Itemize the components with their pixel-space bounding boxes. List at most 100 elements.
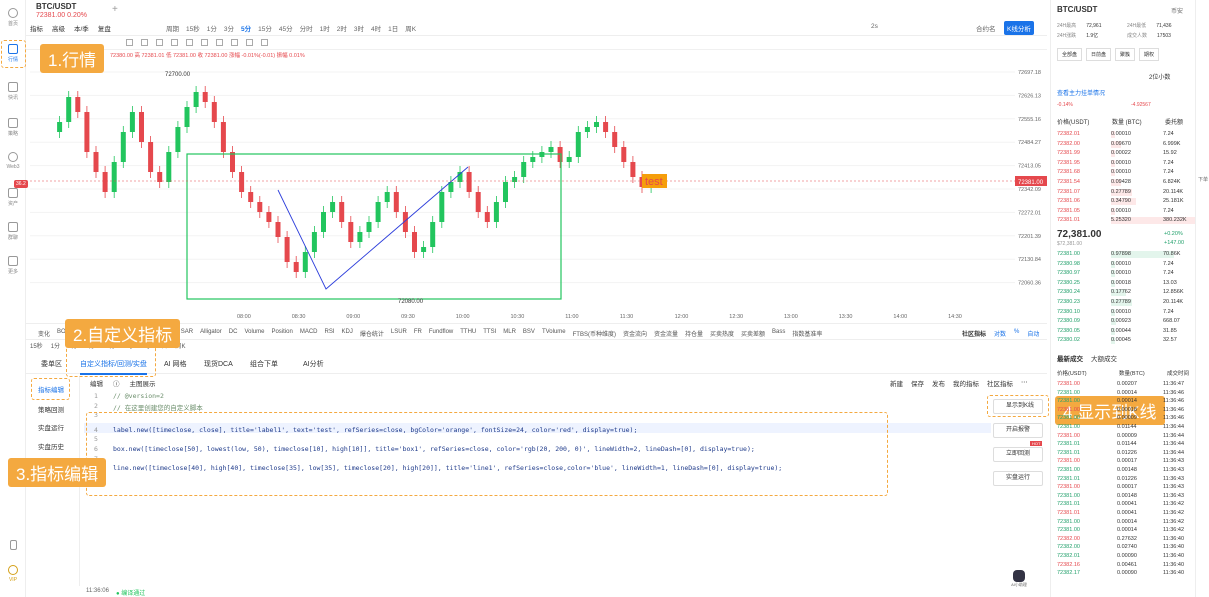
indicator-item[interactable]: 资金流量 (653, 332, 678, 338)
indicator-item[interactable]: FTBS(币种维度) (572, 332, 616, 338)
vip-entry[interactable]: VIP (0, 565, 26, 583)
order-entry[interactable]: 下单 (1198, 177, 1209, 183)
order-row[interactable]: 72380.98 0.00010 7.24 (1057, 260, 1174, 268)
measure-tool-icon[interactable] (201, 39, 208, 46)
main-orders-toggle[interactable]: 查看主力挂单情况 (1057, 91, 1106, 97)
code-editor[interactable]: 1 // @version=2 2 // 在这里创建您的自定义脚本 3 4 label.ne… (80, 388, 1047, 586)
period-15s[interactable]: 15秒 (186, 26, 200, 33)
enable-alert-button[interactable]: 开启报警 (993, 423, 1043, 438)
save-button[interactable]: 保存 (911, 381, 924, 388)
btn-all[interactable]: 全部盘 (1057, 48, 1083, 61)
indicator-item[interactable]: 买卖热度 (710, 332, 735, 338)
action-replay[interactable]: 复盘 (97, 26, 111, 33)
indicator-item[interactable]: Position (271, 329, 293, 335)
fib-tool-icon[interactable] (171, 39, 178, 46)
order-row[interactable]: 72380.10 0.00010 7.24 (1057, 308, 1174, 316)
indicator-item[interactable]: 持仓量 (685, 332, 704, 338)
indicator-item[interactable]: 指数基准率 (792, 332, 823, 338)
nav-chat[interactable]: 群聊 (0, 222, 26, 241)
main-display[interactable]: 主图展示 (129, 381, 156, 388)
order-row[interactable]: 72381.68 0.00010 7.24 (1057, 169, 1174, 177)
period-1m[interactable]: 1分 (206, 26, 217, 33)
indicator-item[interactable]: FR (413, 329, 422, 335)
delete-icon[interactable] (261, 39, 268, 46)
btn-day[interactable]: 日前盘 (1086, 48, 1112, 61)
rect-tool-icon[interactable] (156, 39, 163, 46)
indicator-item[interactable]: KDJ (341, 329, 353, 335)
community-indicators[interactable]: 社区指标 (962, 332, 987, 338)
order-row[interactable]: 72382.01 0.00010 7.24 (1057, 131, 1174, 138)
order-row[interactable]: 72380.24 0.17762 12.856K (1057, 289, 1184, 297)
text-tool-icon[interactable] (186, 39, 193, 46)
period-3h[interactable]: 3时 (353, 26, 364, 33)
show-on-kline-button[interactable]: 显示到K线 (993, 399, 1043, 414)
order-row[interactable]: 72380.02 0.00045 32.57 (1057, 337, 1177, 345)
order-row[interactable]: 72381.01 5.25320 380.232K (1051, 217, 1196, 225)
order-row[interactable]: 72381.06 0.34790 25.181K (1057, 198, 1184, 206)
tab-orders[interactable]: 委单区 (41, 361, 62, 368)
side-live-run[interactable]: 实盘运行 (38, 425, 64, 432)
tab-ai-grid[interactable]: AI 网格 (164, 361, 187, 368)
indicator-item[interactable]: 资金流向 (622, 332, 647, 338)
order-row[interactable]: 72381.95 0.00010 7.24 (1057, 159, 1174, 167)
phone-icon[interactable] (0, 540, 26, 552)
nav-more[interactable]: 更多 (0, 256, 26, 275)
side-indicator-edit[interactable]: 指标编辑 (38, 387, 64, 394)
period-15m[interactable]: 15分 (258, 26, 272, 33)
more-icon[interactable]: ⋯ (1021, 379, 1028, 386)
btn-cluster[interactable]: 聚簇 (1115, 48, 1136, 61)
period-3m[interactable]: 3分 (223, 26, 234, 33)
nav-strategy[interactable]: 策略 (0, 118, 26, 137)
lock-icon[interactable] (231, 39, 238, 46)
indicator-item[interactable]: SAR (180, 329, 194, 335)
indicator-item[interactable]: MLR (503, 329, 516, 335)
order-row[interactable]: 72380.25 0.00018 13.03 (1057, 279, 1177, 287)
action-advanced[interactable]: 高级 (52, 26, 65, 33)
action-season[interactable]: 本/季 (74, 26, 89, 33)
eye-icon[interactable] (246, 39, 253, 46)
bperiod-week[interactable]: 周K (175, 344, 186, 350)
line-tool-icon[interactable] (126, 39, 133, 46)
nav-market[interactable]: 行情 (0, 44, 26, 63)
order-row[interactable]: 72381.00 0.97898 70.86K (1057, 251, 1181, 258)
indicator-item[interactable]: MACD (299, 329, 318, 335)
tab-combo-order[interactable]: 组合下单 (250, 361, 278, 368)
publish-button[interactable]: 发布 (932, 381, 945, 388)
indicator-item[interactable]: Fundflow (428, 329, 454, 335)
period-week[interactable]: 周K (405, 26, 417, 33)
tab-spot-dca[interactable]: 现货DCA (204, 361, 233, 368)
indicator-item[interactable]: 变化 (38, 332, 51, 338)
order-row[interactable]: 72380.05 0.00044 31.85 (1057, 327, 1177, 335)
indicator-item[interactable]: BSV (522, 329, 535, 335)
nav-web3[interactable]: Web3 (0, 152, 26, 170)
tab-custom-indicator[interactable]: 自定义指标/回测/实盘 (80, 359, 147, 375)
side-backtest[interactable]: 策略回测 (38, 407, 64, 414)
kline-analysis-button[interactable]: K线分析 (1004, 21, 1034, 35)
period-label[interactable]: 周期 (166, 26, 179, 33)
refresh-interval[interactable]: 2s (871, 23, 878, 30)
exchange-tag[interactable]: 币安 (1171, 9, 1184, 15)
symbol-title[interactable]: BTC/USDT (36, 2, 77, 11)
action-indicators[interactable]: 指标 (30, 26, 43, 33)
indicator-item[interactable]: DC (228, 329, 238, 335)
period-5m[interactable]: 5分 (240, 26, 252, 33)
side-live-history[interactable]: 实盘历史 (38, 444, 64, 451)
backtest-now-button[interactable]: 立即回测 (993, 447, 1043, 462)
percent-toggle[interactable]: % (1014, 329, 1020, 335)
precision-select[interactable]: 2位小数 (1149, 75, 1171, 81)
indicator-item[interactable]: BOLL (57, 329, 72, 338)
ai-assistant[interactable]: AI小助理 (1008, 570, 1030, 590)
nav-assets[interactable]: 资产 (0, 188, 26, 207)
ray-tool-icon[interactable] (141, 39, 148, 46)
log-toggle[interactable]: 对数 (994, 332, 1007, 338)
bperiod-15s[interactable]: 15秒 (30, 344, 43, 350)
nav-news[interactable]: 快讯 (0, 82, 26, 101)
info-icon[interactable]: ⓘ (113, 381, 120, 388)
order-row[interactable]: 72380.23 0.27789 20.114K (1057, 299, 1184, 306)
indicator-item[interactable]: TTHU (460, 329, 477, 335)
community-indicators-link[interactable]: 社区指标 (987, 381, 1013, 388)
tab-ai-analysis[interactable]: AI分析 (303, 361, 324, 368)
period-1d[interactable]: 1日 (388, 26, 399, 33)
bperiod-1m[interactable]: 1分 (50, 344, 61, 350)
order-row[interactable]: 72382.00 0.09670 6.999K (1057, 140, 1181, 148)
